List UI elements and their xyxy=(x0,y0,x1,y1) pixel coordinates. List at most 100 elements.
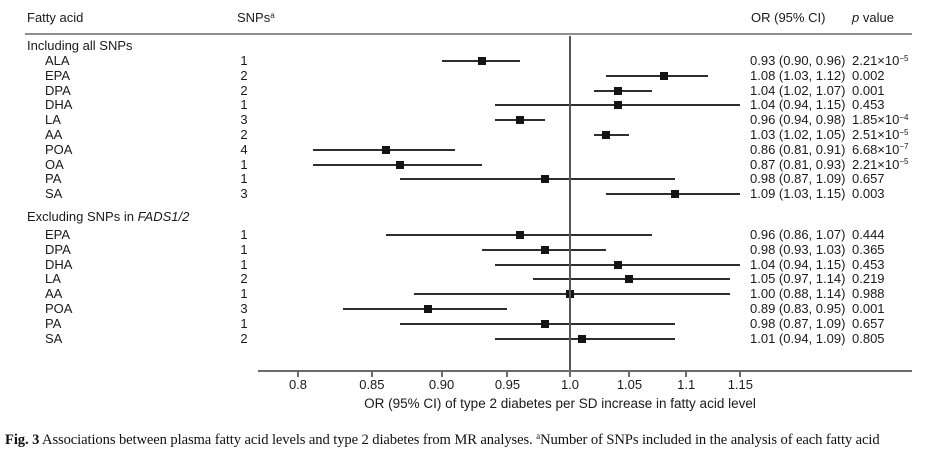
axis-tick xyxy=(569,372,571,377)
header-divider-rule xyxy=(25,33,912,35)
caption-footnote-superscript: a xyxy=(536,431,541,442)
or-ci-text: 1.05 (0.97, 1.14) xyxy=(750,271,846,287)
p-value-text: 2.21×10−5 xyxy=(852,53,909,68)
p-value-text: 0.657 xyxy=(852,171,885,187)
or-ci-text: 1.04 (0.94, 1.15) xyxy=(750,256,846,272)
p-value-text: 0.003 xyxy=(852,186,885,202)
or-marker xyxy=(625,275,634,284)
or-marker xyxy=(613,86,622,95)
row-label: AA xyxy=(45,286,63,302)
or-marker xyxy=(613,101,622,110)
axis-tick xyxy=(296,372,299,377)
snps-count: 1 xyxy=(240,171,248,187)
row-label: DHA xyxy=(45,256,73,272)
row-label: POA xyxy=(45,301,73,316)
axis-tick xyxy=(440,372,443,377)
or-marker xyxy=(516,116,525,125)
ci-line xyxy=(594,89,653,92)
or-ci-text: 1.01 (0.94, 1.09) xyxy=(750,330,846,346)
snps-count: 3 xyxy=(240,301,248,316)
p-value-text: 0.365 xyxy=(852,241,885,257)
or-ci-text: 0.98 (0.87, 1.09) xyxy=(750,171,846,187)
p-value-text: 0.219 xyxy=(852,271,885,287)
snps-count: 4 xyxy=(240,141,248,157)
or-marker xyxy=(477,57,486,65)
x-axis-line xyxy=(258,370,912,372)
or-marker xyxy=(659,71,668,80)
caption-footnote-text: Number of SNPs included in the analysis … xyxy=(540,432,880,448)
snps-header-superscript: a xyxy=(270,10,275,20)
axis-tick xyxy=(628,372,631,377)
ci-line xyxy=(400,178,676,181)
or-ci-text: 1.09 (1.03, 1.15) xyxy=(750,186,846,202)
row-label: LA xyxy=(45,271,61,287)
or-ci-text: 0.98 (0.93, 1.03) xyxy=(750,241,846,257)
column-header-or-ci: OR (95% CI) xyxy=(751,11,825,25)
or-ci-text: 0.96 (0.86, 1.07) xyxy=(750,227,846,242)
or-marker xyxy=(671,190,680,199)
p-value-text: 0.453 xyxy=(852,256,885,272)
or-ci-text: 0.93 (0.90, 0.96) xyxy=(750,53,846,68)
or-marker xyxy=(516,231,525,239)
row-label: LA xyxy=(45,112,61,128)
snps-count: 1 xyxy=(240,156,248,172)
or-ci-text: 0.87 (0.81, 0.93) xyxy=(750,156,846,172)
row-label: PA xyxy=(45,315,62,331)
axis-tick-label: 0.8 xyxy=(288,377,308,392)
or-ci-text: 0.96 (0.94, 0.98) xyxy=(750,112,846,128)
p-value-text: 2.51×10−5 xyxy=(852,127,909,142)
snps-count: 1 xyxy=(240,256,248,272)
p-value-text: 1.85×10−4 xyxy=(852,112,909,128)
axis-tick-label: 1.15 xyxy=(727,377,754,392)
p-value-rest-label: value xyxy=(859,10,894,25)
row-label: POA xyxy=(45,141,73,157)
snps-count: 1 xyxy=(240,286,248,302)
axis-tick xyxy=(739,372,742,377)
snps-count: 2 xyxy=(240,127,248,142)
snps-count: 1 xyxy=(240,241,248,257)
row-label: SA xyxy=(45,330,63,346)
snps-count: 1 xyxy=(240,227,248,242)
p-value-text: 0.988 xyxy=(852,286,885,302)
snps-count: 1 xyxy=(240,53,248,68)
snps-count: 1 xyxy=(240,315,248,331)
or-marker xyxy=(541,245,550,254)
p-value-text: 0.805 xyxy=(852,330,885,346)
snps-count: 1 xyxy=(240,97,248,113)
row-label: DHA xyxy=(45,97,73,113)
p-value-text: 0.001 xyxy=(852,301,885,316)
p-value-text: 6.68×10−7 xyxy=(852,141,909,157)
snps-count: 2 xyxy=(240,67,248,83)
p-value-text: 0.657 xyxy=(852,315,885,331)
or-ci-text: 1.04 (1.02, 1.07) xyxy=(750,82,846,98)
x-axis-label: OR (95% CI) of type 2 diabetes per SD in… xyxy=(364,396,756,411)
axis-tick-label: 1.0 xyxy=(560,377,580,392)
row-label: SA xyxy=(45,186,63,202)
snps-count: 2 xyxy=(240,82,248,98)
or-ci-header-label: OR (95% CI) xyxy=(751,10,826,25)
ci-line xyxy=(594,134,630,136)
or-ci-text: 0.89 (0.83, 0.95) xyxy=(750,301,846,316)
row-label: PA xyxy=(45,171,62,187)
column-header-snps: SNPsa xyxy=(237,11,275,25)
or-marker xyxy=(541,319,550,328)
section-title: Excluding SNPs in FADS1/2 xyxy=(27,209,190,224)
row-label: ALA xyxy=(45,53,70,68)
snps-count: 3 xyxy=(240,112,248,128)
p-value-text: 2.21×10−5 xyxy=(852,156,909,172)
snps-count: 3 xyxy=(240,186,248,202)
or-ci-text: 1.08 (1.03, 1.12) xyxy=(750,67,846,83)
row-label: EPA xyxy=(45,67,71,83)
or-marker xyxy=(613,260,622,269)
axis-tick xyxy=(685,372,688,377)
p-value-text: 0.002 xyxy=(852,67,885,83)
axis-tick xyxy=(370,372,373,377)
row-label: OA xyxy=(45,156,64,172)
reference-line-or-1 xyxy=(569,36,571,370)
p-value-text: 0.444 xyxy=(852,227,885,242)
or-ci-text: 1.03 (1.02, 1.05) xyxy=(750,127,846,142)
axis-tick-label: 1.1 xyxy=(677,377,696,392)
or-marker xyxy=(423,305,432,313)
